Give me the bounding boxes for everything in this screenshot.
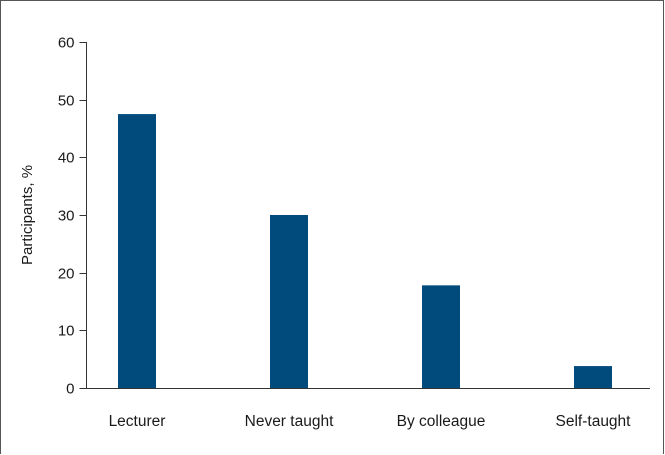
bar-by-colleague [422, 285, 460, 388]
bar-self-taught [574, 366, 612, 388]
x-category-label: Never taught [245, 413, 334, 430]
y-tick-label: 40 [58, 150, 75, 167]
bar-lecturer [118, 114, 156, 388]
x-category-label: Self-taught [556, 413, 632, 430]
x-category-label: By colleague [397, 413, 486, 430]
bars [118, 114, 612, 388]
y-axis: 0 10 20 30 40 50 60 [58, 35, 87, 398]
y-tick-label: 60 [58, 35, 75, 52]
y-tick-label: 0 [66, 381, 74, 398]
category-labels: Lecturer Never taught By colleague Self-tau… [109, 413, 632, 430]
bar-never-taught [270, 215, 308, 388]
y-tick-label: 20 [58, 266, 75, 283]
y-tick-label: 10 [58, 323, 75, 340]
y-tick-label: 50 [58, 93, 75, 110]
y-axis-title: Participants, % [19, 165, 36, 265]
y-tick-label: 30 [58, 208, 75, 225]
x-category-label: Lecturer [109, 413, 166, 430]
